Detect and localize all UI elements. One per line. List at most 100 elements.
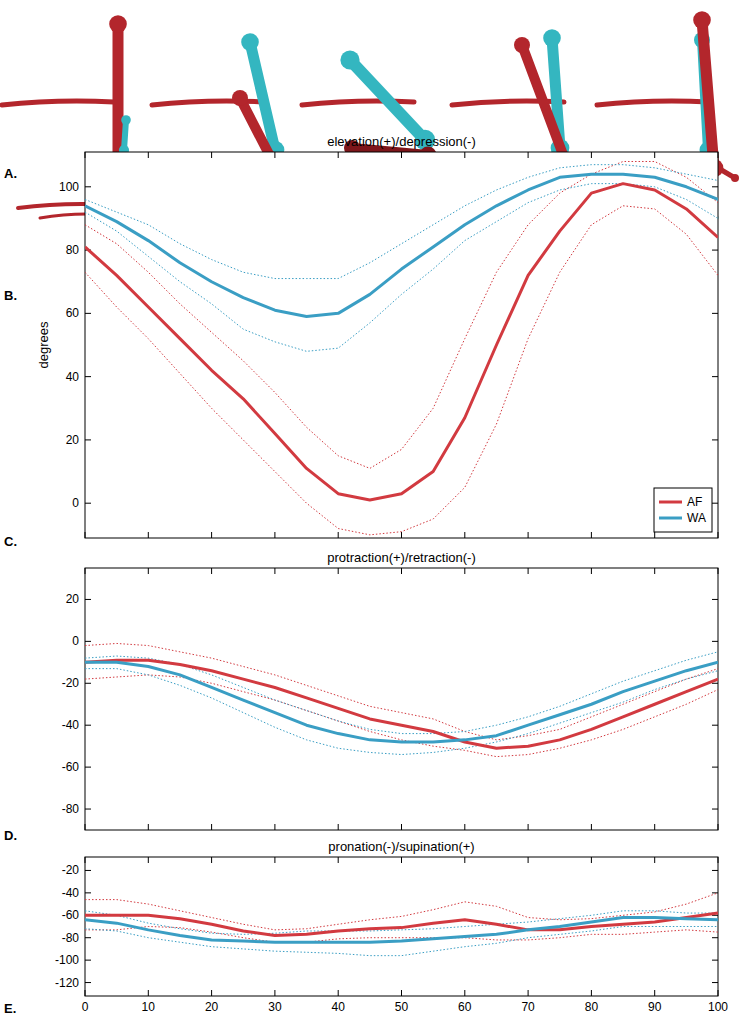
x-tick [401, 532, 402, 538]
y-tick [712, 376, 718, 377]
data-lines [85, 643, 718, 756]
y-tick [85, 937, 91, 938]
x-tick [591, 532, 592, 538]
x-tick-label: 20 [205, 1000, 219, 1014]
y-tick [712, 982, 718, 983]
data-lines [85, 161, 718, 534]
x-tick [274, 152, 275, 158]
y-tick [85, 641, 91, 642]
y-tick-label: 100 [59, 180, 79, 194]
x-tick [274, 532, 275, 538]
y-tick-label: -80 [62, 931, 80, 945]
x-tick [401, 857, 402, 863]
x-tick [654, 824, 655, 830]
y-tick-label: 20 [66, 433, 80, 447]
scapula [597, 101, 709, 105]
x-tick-label: 0 [82, 1000, 89, 1014]
y-tick [85, 809, 91, 810]
y-tick [85, 599, 91, 600]
x-tick [211, 568, 212, 574]
y-tick-label: 0 [72, 496, 79, 510]
x-tick [528, 152, 529, 158]
x-tick [654, 532, 655, 538]
x-tick [338, 532, 339, 538]
x-tick [85, 824, 86, 830]
x-tick [274, 990, 275, 996]
x-tick [528, 532, 529, 538]
x-tick [338, 568, 339, 574]
chart: protraction(+)/retraction(-)-80-60-40-20… [62, 550, 718, 830]
y-tick [712, 937, 718, 938]
y-tick [85, 186, 91, 187]
legend-label: AF [687, 495, 702, 509]
y-tick-label: -80 [62, 802, 80, 816]
band-line [85, 911, 718, 935]
y-tick [712, 767, 718, 768]
x-tick [148, 990, 149, 996]
y-tick [85, 870, 91, 871]
panel-label: D. [4, 828, 17, 843]
panel-label: E. [4, 1001, 16, 1016]
x-tick [718, 532, 719, 538]
x-tick [274, 857, 275, 863]
x-tick-label: 90 [648, 1000, 662, 1014]
x-tick [464, 990, 465, 996]
chart-title: elevation(+)/depression(-) [327, 134, 475, 149]
x-tick-label: 60 [458, 1000, 472, 1014]
y-tick-label: -40 [62, 718, 80, 732]
legend-swatch [659, 517, 682, 520]
panel-label: B. [4, 288, 17, 303]
y-tick [85, 439, 91, 440]
bone-head [731, 174, 739, 182]
y-tick [712, 892, 718, 893]
y-tick-label: -20 [62, 676, 80, 690]
legend: AFWA [654, 488, 712, 532]
x-tick [401, 824, 402, 830]
y-tick [85, 503, 91, 504]
plot-frame [85, 152, 718, 538]
x-tick-label: 30 [268, 1000, 282, 1014]
data-lines [85, 893, 718, 956]
scapula [2, 101, 114, 105]
x-tick [85, 152, 86, 158]
x-tick [464, 857, 465, 863]
bone-head [241, 33, 259, 51]
y-tick [712, 439, 718, 440]
figure-root: A.B.C.D.E.elevation(+)/depression(-)degr… [0, 0, 740, 1020]
y-tick-label: -60 [62, 760, 80, 774]
x-tick [591, 152, 592, 158]
y-tick-label: 0 [72, 634, 79, 648]
x-tick [464, 568, 465, 574]
chart-title: pronation(-)/supination(+) [328, 839, 474, 854]
x-tick [718, 152, 719, 158]
y-tick-label: 80 [66, 243, 80, 257]
x-tick [654, 152, 655, 158]
x-tick [274, 824, 275, 830]
x-tick [528, 857, 529, 863]
y-tick-label: -100 [55, 953, 79, 967]
x-tick [85, 990, 86, 996]
x-tick [148, 532, 149, 538]
x-tick [718, 568, 719, 574]
y-axis-label: degrees [36, 321, 51, 368]
x-tick [338, 990, 339, 996]
y-tick [712, 503, 718, 504]
x-tick [464, 152, 465, 158]
y-tick [85, 892, 91, 893]
x-tick [274, 568, 275, 574]
x-tick [654, 857, 655, 863]
x-tick [528, 824, 529, 830]
x-tick [148, 568, 149, 574]
x-tick [211, 532, 212, 538]
y-tick-label: -120 [55, 976, 79, 990]
x-tick-label: 100 [708, 1000, 728, 1014]
y-tick [85, 683, 91, 684]
mean-line [85, 918, 718, 943]
x-tick [85, 532, 86, 538]
x-tick [654, 990, 655, 996]
x-tick [528, 568, 529, 574]
bone-shaft [522, 45, 565, 160]
bone-shaft [702, 20, 714, 168]
y-tick-label: -60 [62, 908, 80, 922]
x-tick [338, 857, 339, 863]
